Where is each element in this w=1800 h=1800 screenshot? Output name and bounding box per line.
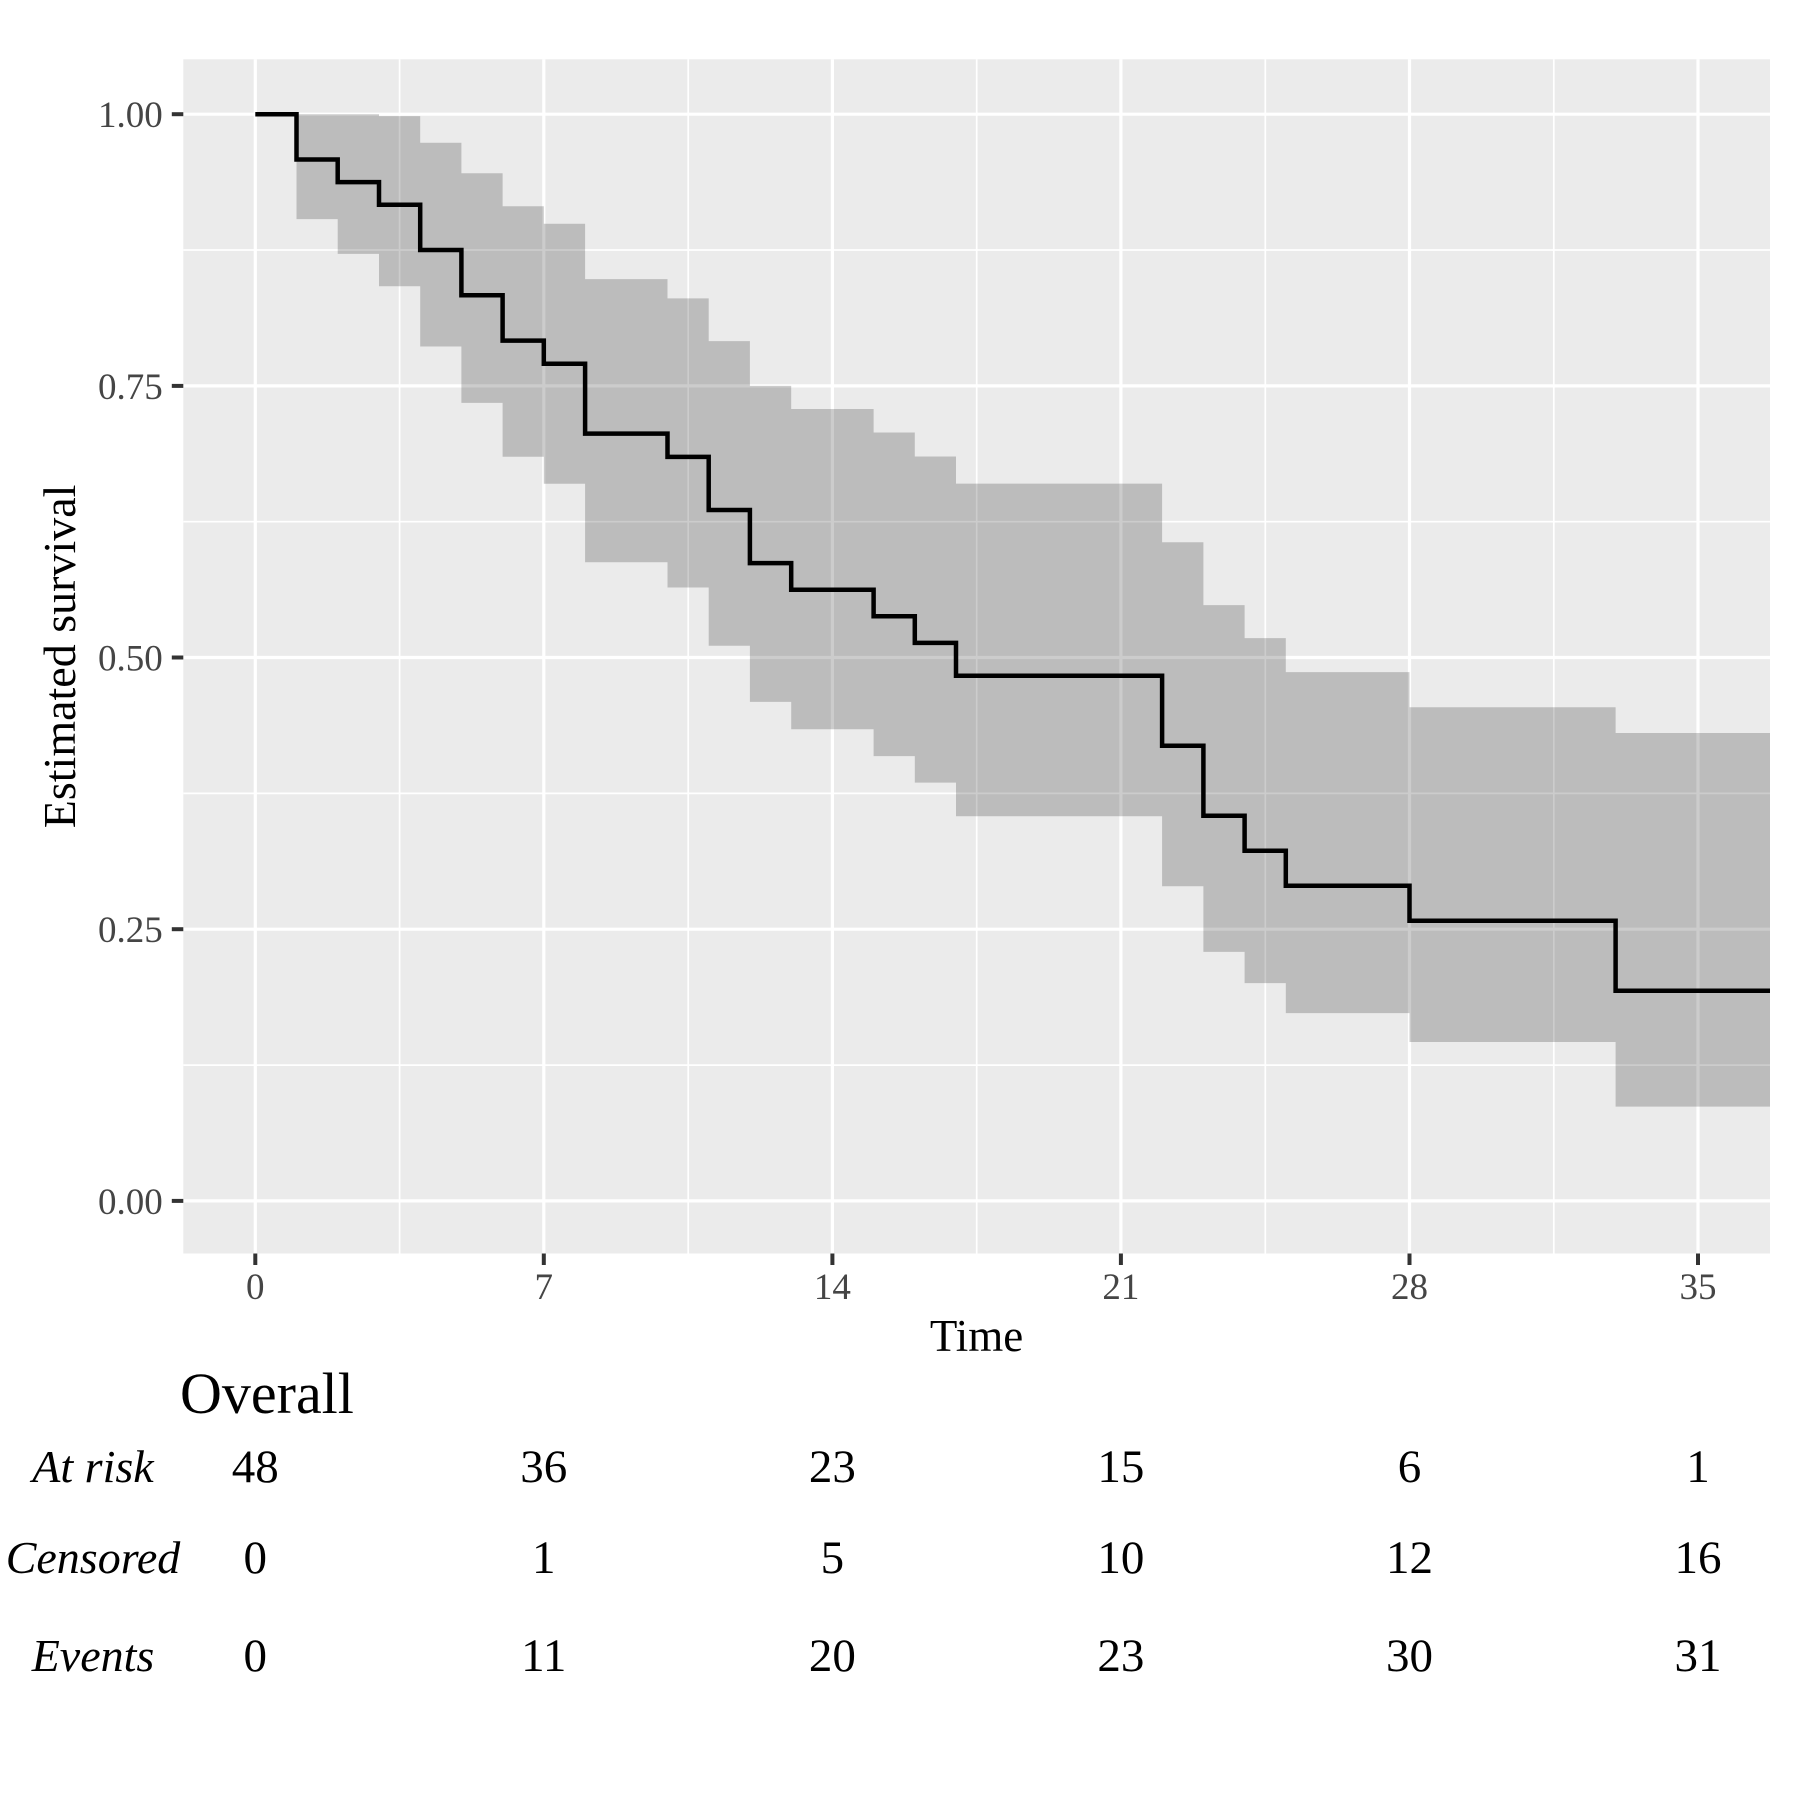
svg-text:21: 21	[1102, 1267, 1139, 1308]
svg-text:0.75: 0.75	[98, 367, 163, 408]
svg-text:23: 23	[1097, 1630, 1144, 1682]
svg-text:12: 12	[1386, 1532, 1433, 1584]
svg-text:Estimated survival: Estimated survival	[34, 485, 85, 829]
svg-text:35: 35	[1680, 1267, 1717, 1308]
svg-text:0: 0	[244, 1532, 268, 1584]
svg-text:7: 7	[535, 1267, 554, 1308]
svg-text:0: 0	[244, 1630, 268, 1682]
svg-text:Events: Events	[31, 1630, 155, 1681]
svg-text:0.25: 0.25	[98, 910, 163, 951]
svg-text:0.00: 0.00	[98, 1182, 163, 1223]
svg-text:0.50: 0.50	[98, 639, 163, 680]
svg-text:5: 5	[821, 1532, 845, 1584]
svg-text:Censored: Censored	[6, 1532, 182, 1583]
svg-text:10: 10	[1097, 1532, 1144, 1584]
svg-text:48: 48	[232, 1441, 279, 1493]
svg-text:0: 0	[246, 1267, 265, 1308]
svg-text:15: 15	[1097, 1441, 1144, 1493]
svg-text:At risk: At risk	[29, 1441, 155, 1492]
svg-text:Overall: Overall	[180, 1361, 354, 1426]
svg-text:11: 11	[521, 1630, 566, 1682]
svg-text:1: 1	[1686, 1441, 1710, 1493]
svg-text:14: 14	[814, 1267, 851, 1308]
svg-text:36: 36	[520, 1441, 567, 1493]
svg-text:23: 23	[809, 1441, 856, 1493]
svg-text:30: 30	[1386, 1630, 1433, 1682]
svg-text:1.00: 1.00	[98, 95, 163, 136]
svg-text:16: 16	[1675, 1532, 1722, 1584]
svg-text:Time: Time	[930, 1311, 1023, 1361]
svg-text:6: 6	[1398, 1441, 1422, 1493]
svg-text:1: 1	[532, 1532, 556, 1584]
svg-text:28: 28	[1391, 1267, 1428, 1308]
svg-text:20: 20	[809, 1630, 856, 1682]
svg-text:31: 31	[1675, 1630, 1722, 1682]
